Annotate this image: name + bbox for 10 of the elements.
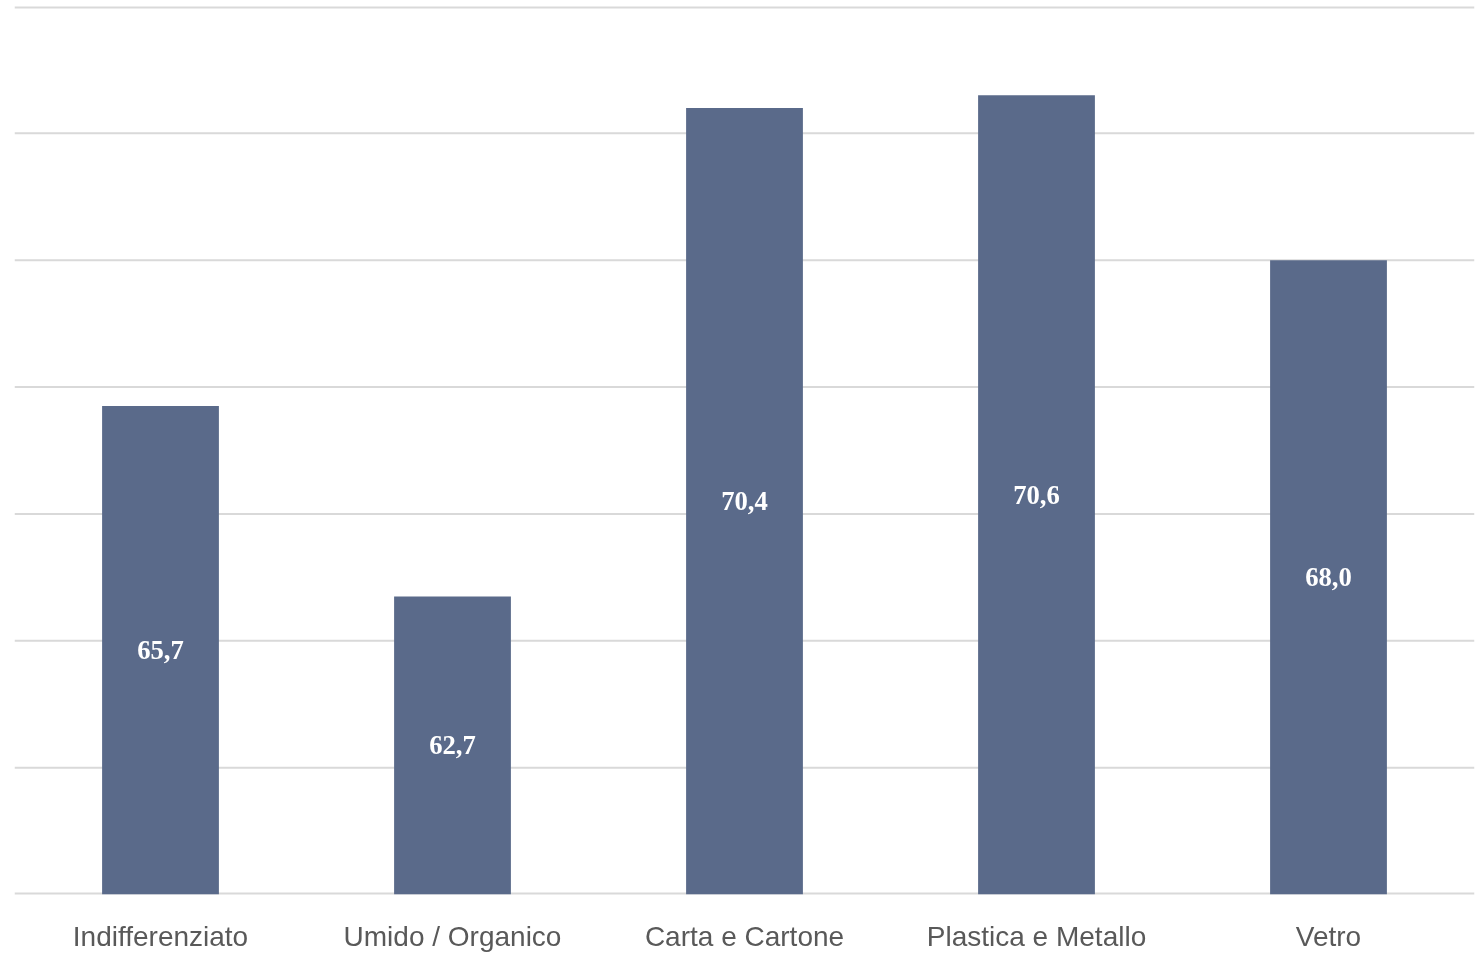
x-tick-label: Plastica e Metallo	[926, 920, 1147, 952]
data-label: 65,7	[137, 635, 184, 666]
data-label: 68,0	[1305, 562, 1352, 593]
x-tick-label: Umido / Organico	[343, 920, 562, 952]
data-label: 70,4	[721, 486, 768, 517]
x-tick-label: Carta e Cartone	[644, 920, 845, 952]
data-label: 70,6	[1013, 479, 1060, 510]
data-label: 62,7	[429, 730, 476, 761]
x-tick-label: Indifferenziato	[72, 920, 249, 952]
x-tick-label: Vetro	[1295, 920, 1362, 952]
